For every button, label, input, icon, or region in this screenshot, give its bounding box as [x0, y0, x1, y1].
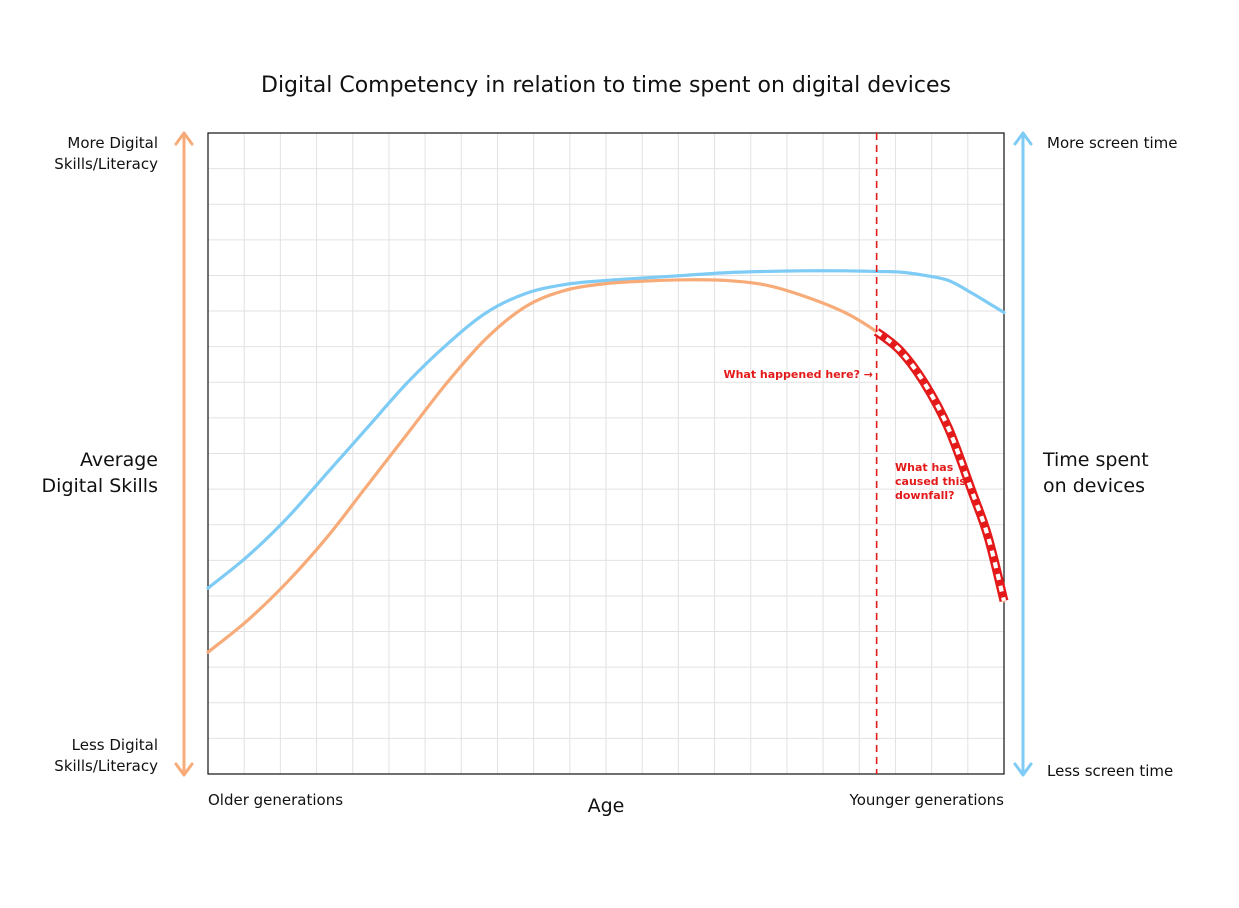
right-axis-label-line-2: on devices: [1043, 475, 1145, 497]
annotation-downfall-line-1: What has: [895, 461, 954, 474]
left-axis-arrow: [174, 131, 194, 777]
left-axis-label-line-1: Average: [80, 449, 158, 471]
left-bottom-label-line-2: Skills/Literacy: [54, 757, 158, 775]
x-axis-label: Age: [588, 795, 625, 817]
x-tick-label-right: Younger generations: [849, 791, 1005, 809]
x-tick-label-left: Older generations: [208, 791, 343, 809]
annotation-downfall-line-2: caused this: [895, 475, 966, 488]
series-line-screen-time: [206, 269, 1006, 590]
left-axis-label-line-2: Digital Skills: [42, 475, 158, 497]
right-axis-label-line-1: Time spent: [1042, 449, 1149, 471]
downfall-highlight-dashes: [875, 330, 1007, 602]
chart-title: Digital Competency in relation to time s…: [261, 73, 951, 98]
annotation-what-happened: What happened here? →: [723, 368, 873, 381]
plot-frame: [207, 132, 1005, 775]
left-bottom-label-line-1: Less Digital: [72, 736, 158, 754]
annotation-downfall-line-3: downfall?: [895, 489, 955, 502]
right-top-label: More screen time: [1047, 134, 1177, 152]
plot-grid: [208, 133, 1004, 774]
left-top-label-line-1: More Digital: [67, 134, 158, 152]
right-axis-arrow: [1013, 131, 1033, 777]
left-top-label-line-2: Skills/Literacy: [54, 155, 158, 173]
right-bottom-label: Less screen time: [1047, 762, 1173, 780]
